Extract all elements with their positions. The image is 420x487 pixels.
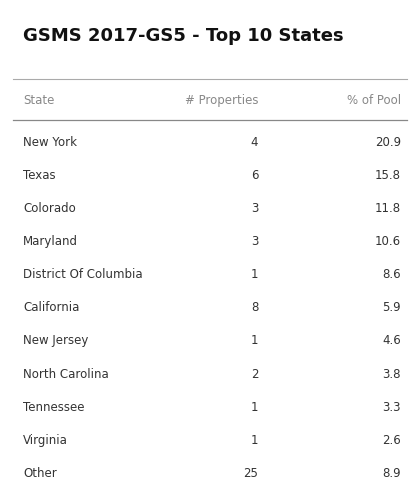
- Text: 2.6: 2.6: [382, 434, 401, 447]
- Text: 5.9: 5.9: [383, 301, 401, 314]
- Text: Maryland: Maryland: [23, 235, 78, 248]
- Text: Texas: Texas: [23, 169, 56, 182]
- Text: 3: 3: [251, 235, 258, 248]
- Text: 1: 1: [251, 335, 258, 347]
- Text: GSMS 2017-GS5 - Top 10 States: GSMS 2017-GS5 - Top 10 States: [23, 27, 344, 45]
- Text: 6: 6: [251, 169, 258, 182]
- Text: 11.8: 11.8: [375, 202, 401, 215]
- Text: # Properties: # Properties: [185, 94, 258, 107]
- Text: New Jersey: New Jersey: [23, 335, 89, 347]
- Text: Tennessee: Tennessee: [23, 401, 84, 413]
- Text: State: State: [23, 94, 55, 107]
- Text: 8.9: 8.9: [383, 467, 401, 480]
- Text: New York: New York: [23, 136, 77, 149]
- Text: % of Pool: % of Pool: [347, 94, 401, 107]
- Text: Virginia: Virginia: [23, 434, 68, 447]
- Text: 20.9: 20.9: [375, 136, 401, 149]
- Text: District Of Columbia: District Of Columbia: [23, 268, 143, 281]
- Text: 1: 1: [251, 268, 258, 281]
- Text: 4: 4: [251, 136, 258, 149]
- Text: North Carolina: North Carolina: [23, 368, 109, 380]
- Text: 8.6: 8.6: [383, 268, 401, 281]
- Text: 10.6: 10.6: [375, 235, 401, 248]
- Text: California: California: [23, 301, 79, 314]
- Text: 1: 1: [251, 401, 258, 413]
- Text: 8: 8: [251, 301, 258, 314]
- Text: Other: Other: [23, 467, 57, 480]
- Text: 3: 3: [251, 202, 258, 215]
- Text: 2: 2: [251, 368, 258, 380]
- Text: Colorado: Colorado: [23, 202, 76, 215]
- Text: 15.8: 15.8: [375, 169, 401, 182]
- Text: 25: 25: [244, 467, 258, 480]
- Text: 3.3: 3.3: [383, 401, 401, 413]
- Text: 3.8: 3.8: [383, 368, 401, 380]
- Text: 4.6: 4.6: [382, 335, 401, 347]
- Text: 1: 1: [251, 434, 258, 447]
